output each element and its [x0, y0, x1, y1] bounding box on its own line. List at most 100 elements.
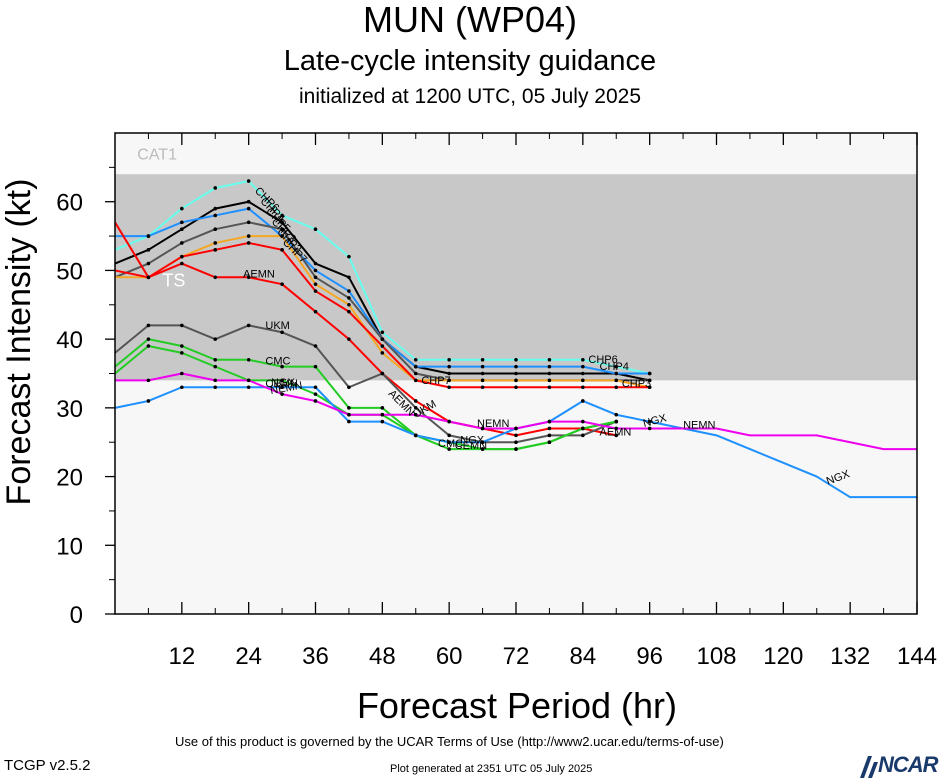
series-10-point-6: [313, 385, 318, 390]
series-4-point-13: [547, 378, 552, 383]
series-11-point-12: [514, 426, 518, 431]
series-7-point-8: [380, 371, 385, 376]
series-4-point-5: [280, 234, 284, 238]
series-9-point-15: [614, 419, 619, 424]
x-tick-label: 144: [897, 643, 937, 670]
series-10-point-11: [480, 440, 485, 445]
series-10-point-1: [146, 399, 151, 403]
band-label-cat1: CAT1: [137, 147, 177, 164]
series-10-point-14: [581, 399, 585, 403]
series-3-point-4: [246, 220, 251, 225]
series-10-point-10: [447, 440, 451, 445]
y-tick-label: 10: [56, 533, 83, 560]
terms-of-use: Use of this product is governed by the U…: [175, 734, 724, 749]
band-label-ts: TS: [162, 271, 185, 291]
x-tick-label: 96: [636, 643, 663, 670]
series-1-point-6: [313, 261, 318, 266]
series-11-point-11: [480, 426, 485, 431]
series-3-point-8: [380, 337, 385, 341]
series-line-6: [114, 221, 617, 437]
series-4-point-3: [213, 241, 218, 245]
series-9-point-14: [581, 426, 585, 431]
series-6-point-2: [180, 261, 184, 266]
series-9-point-10: [447, 447, 451, 451]
series-8-point-8: [380, 406, 385, 410]
series-1-point-11: [480, 371, 485, 376]
x-tick-label: 72: [503, 643, 530, 670]
series-10-point-5: [280, 385, 284, 390]
series-label-chp3: CHP3: [622, 378, 651, 390]
series-0-point-6: [313, 227, 318, 231]
series-9-point-13: [547, 440, 552, 445]
series-label-ngx: NGX: [271, 377, 296, 389]
series-4-point-11: [480, 378, 485, 383]
series-5-point-7: [347, 309, 351, 314]
series-label-aemn: AEMN: [600, 426, 632, 438]
y-tick-label: 0: [70, 602, 83, 629]
series-7-point-3: [213, 337, 218, 341]
series-8-point-5: [280, 364, 284, 369]
series-10-point-16: [647, 419, 652, 424]
series-7-point-1: [146, 323, 151, 328]
series-0-point-5: [280, 213, 284, 218]
series-4-point-8: [380, 351, 385, 355]
series-11-point-10: [447, 419, 451, 424]
series-0-point-14: [581, 357, 585, 362]
series-7-point-9: [413, 406, 418, 410]
series-10-point-7: [347, 419, 351, 424]
ncar-logo: NCAR: [858, 752, 940, 780]
series-3-point-5: [280, 227, 284, 231]
series-5-point-11: [480, 385, 485, 390]
series-2-point-16: [647, 371, 652, 376]
series-5-point-4: [246, 241, 251, 245]
series-11-point-14: [581, 419, 585, 424]
series-4-point-12: [514, 378, 518, 383]
x-tick-label: 84: [569, 643, 596, 670]
ncar-logo-text: NCAR: [878, 752, 939, 777]
series-label-chp4: CHP4: [600, 361, 629, 373]
series-0-point-10: [447, 357, 451, 362]
series-7-point-12: [514, 440, 518, 445]
x-tick-label: 12: [168, 643, 195, 670]
series-2-point-7: [347, 289, 351, 293]
series-label-nemn: NEMN: [269, 380, 303, 397]
series-4-point-10: [447, 378, 451, 383]
y-tick-label: 50: [56, 258, 83, 285]
series-11-point-7: [347, 412, 351, 417]
series-11-point-13: [547, 419, 552, 424]
series-0-point-15: [614, 364, 619, 369]
series-3-point-9: [413, 371, 418, 376]
series-5-point-16: [647, 385, 652, 390]
series-4-point-4: [246, 234, 251, 238]
x-tick-label: 48: [369, 643, 396, 670]
series-7-point-10: [447, 433, 451, 438]
series-3-point-1: [146, 261, 151, 266]
series-7-point-5: [280, 330, 284, 335]
y-tick-label: 40: [56, 327, 83, 354]
x-tick-label: 36: [302, 643, 329, 670]
series-0-point-9: [413, 357, 418, 362]
series-6-point-5: [280, 282, 284, 286]
series-0-point-11: [480, 357, 485, 362]
series-11-point-8: [380, 412, 385, 417]
series-11-point-16: [647, 426, 652, 431]
series-6-point-9: [413, 399, 418, 403]
series-label-nemn: NEMN: [477, 418, 509, 430]
y-axis-label: Forecast Intensity (kt): [0, 179, 38, 506]
series-3-point-2: [180, 241, 184, 245]
series-10-point-4: [246, 385, 251, 390]
series-5-point-13: [547, 385, 552, 390]
series-4-point-7: [347, 302, 351, 307]
series-label-chp7: CHP7: [421, 375, 450, 387]
series-2-point-9: [413, 364, 418, 369]
series-8-point-6: [313, 364, 318, 369]
series-0-point-12: [514, 357, 518, 362]
series-11-point-9: [413, 412, 418, 417]
series-0-point-7: [347, 254, 351, 259]
series-5-point-15: [614, 385, 619, 390]
y-tick-label: 30: [56, 396, 83, 423]
series-0-point-13: [547, 357, 552, 362]
ncar-logo-icon: [860, 756, 878, 778]
init-time: initialized at 1200 UTC, 05 July 2025: [298, 85, 642, 108]
